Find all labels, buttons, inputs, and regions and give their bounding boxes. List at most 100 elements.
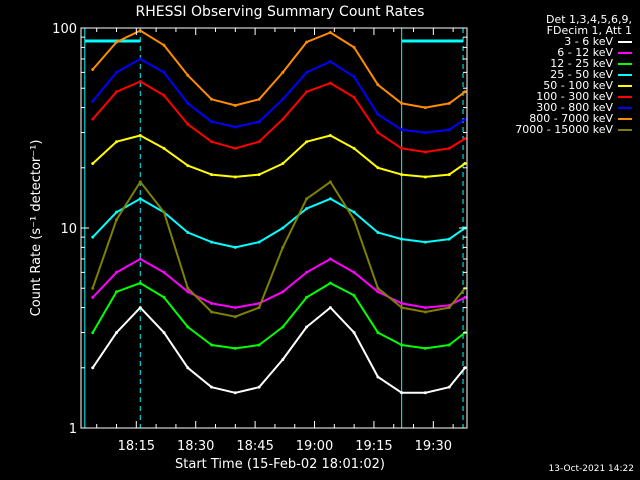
series-line-6-12-kev-kev (91, 258, 466, 309)
data-point (91, 295, 95, 299)
legend-item: 3 - 6 keV (462, 36, 632, 47)
data-point (305, 295, 309, 299)
data-point (162, 43, 166, 47)
data-point (115, 290, 119, 294)
data-point (210, 310, 214, 314)
series-line-7000-15000-kev-kev (91, 180, 466, 318)
data-point (210, 240, 214, 244)
legend-label: 12 - 25 keV (550, 57, 613, 70)
data-point (138, 306, 142, 310)
data-point (352, 75, 356, 79)
data-point (447, 385, 451, 389)
legend-label: 800 - 7000 keV (529, 112, 613, 125)
data-point (352, 210, 356, 214)
data-point (352, 146, 356, 150)
legend-label: 300 - 800 keV (536, 101, 613, 114)
data-point (376, 331, 380, 335)
data-point (210, 173, 214, 177)
data-point (233, 315, 237, 319)
data-point (162, 146, 166, 150)
data-point (400, 146, 404, 150)
data-point (305, 140, 309, 144)
data-point (281, 70, 285, 74)
legend-item: 50 - 100 keV (462, 80, 632, 91)
data-point (305, 70, 309, 74)
plot-frame (80, 27, 468, 429)
data-point (447, 306, 451, 310)
data-point (352, 95, 356, 99)
legend-label: 3 - 6 keV (564, 35, 613, 48)
x-tick-label: 19:30 (415, 439, 452, 454)
x-tick-label: 19:00 (296, 439, 333, 454)
data-point (162, 210, 166, 214)
data-point (376, 286, 380, 290)
data-point (233, 125, 237, 129)
x-axis-label: Start Time (15-Feb-02 18:01:02) (175, 457, 385, 472)
data-point (423, 175, 427, 179)
data-point (162, 331, 166, 335)
data-point (91, 331, 95, 335)
legend-item: 100 - 300 keV (462, 91, 632, 102)
legend-swatch (618, 128, 632, 131)
data-point (233, 146, 237, 150)
data-point (186, 230, 190, 234)
data-point (233, 175, 237, 179)
data-point (186, 73, 190, 77)
data-point (210, 140, 214, 144)
data-point (328, 81, 332, 85)
data-point (400, 343, 404, 347)
data-point (447, 101, 451, 105)
data-point (186, 122, 190, 126)
data-point (281, 290, 285, 294)
data-point (423, 391, 427, 395)
data-point (463, 295, 467, 299)
legend-item: 6 - 12 keV (462, 47, 632, 58)
data-point (233, 346, 237, 350)
data-point (138, 57, 142, 61)
data-point (352, 270, 356, 274)
data-point (423, 106, 427, 110)
data-point (138, 80, 142, 84)
legend-item: 300 - 800 keV (462, 102, 632, 113)
data-point (447, 128, 451, 132)
legend-swatch (618, 84, 632, 87)
data-point (281, 358, 285, 362)
data-point (463, 162, 467, 166)
data-point (352, 218, 356, 222)
data-point (162, 70, 166, 74)
data-point (186, 366, 190, 370)
data-point (233, 391, 237, 395)
data-point (376, 131, 380, 135)
data-point (423, 150, 427, 154)
legend-swatch (618, 106, 632, 109)
data-point (138, 134, 142, 138)
data-point (281, 117, 285, 121)
data-point (447, 343, 451, 347)
y-tick-label: 1 (69, 422, 77, 437)
series-line-100-300-kev-kev (91, 80, 466, 153)
data-point (257, 343, 261, 347)
legend-label: 6 - 12 keV (557, 46, 613, 59)
data-point (423, 346, 427, 350)
data-point (423, 131, 427, 135)
data-point (376, 112, 380, 116)
data-point (257, 140, 261, 144)
data-point (115, 90, 119, 94)
data-point (463, 137, 467, 141)
data-point (186, 290, 190, 294)
data-point (328, 257, 332, 261)
data-point (400, 101, 404, 105)
data-point (281, 245, 285, 249)
data-point (447, 146, 451, 150)
data-point (328, 281, 332, 285)
data-point (210, 120, 214, 124)
data-point (138, 180, 142, 184)
y-tick-label: 10 (60, 222, 77, 237)
data-point (328, 30, 332, 34)
data-point (447, 173, 451, 177)
data-point (233, 103, 237, 107)
data-point (423, 310, 427, 314)
data-point (352, 45, 356, 49)
legend-swatch (618, 51, 632, 54)
data-point (400, 391, 404, 395)
